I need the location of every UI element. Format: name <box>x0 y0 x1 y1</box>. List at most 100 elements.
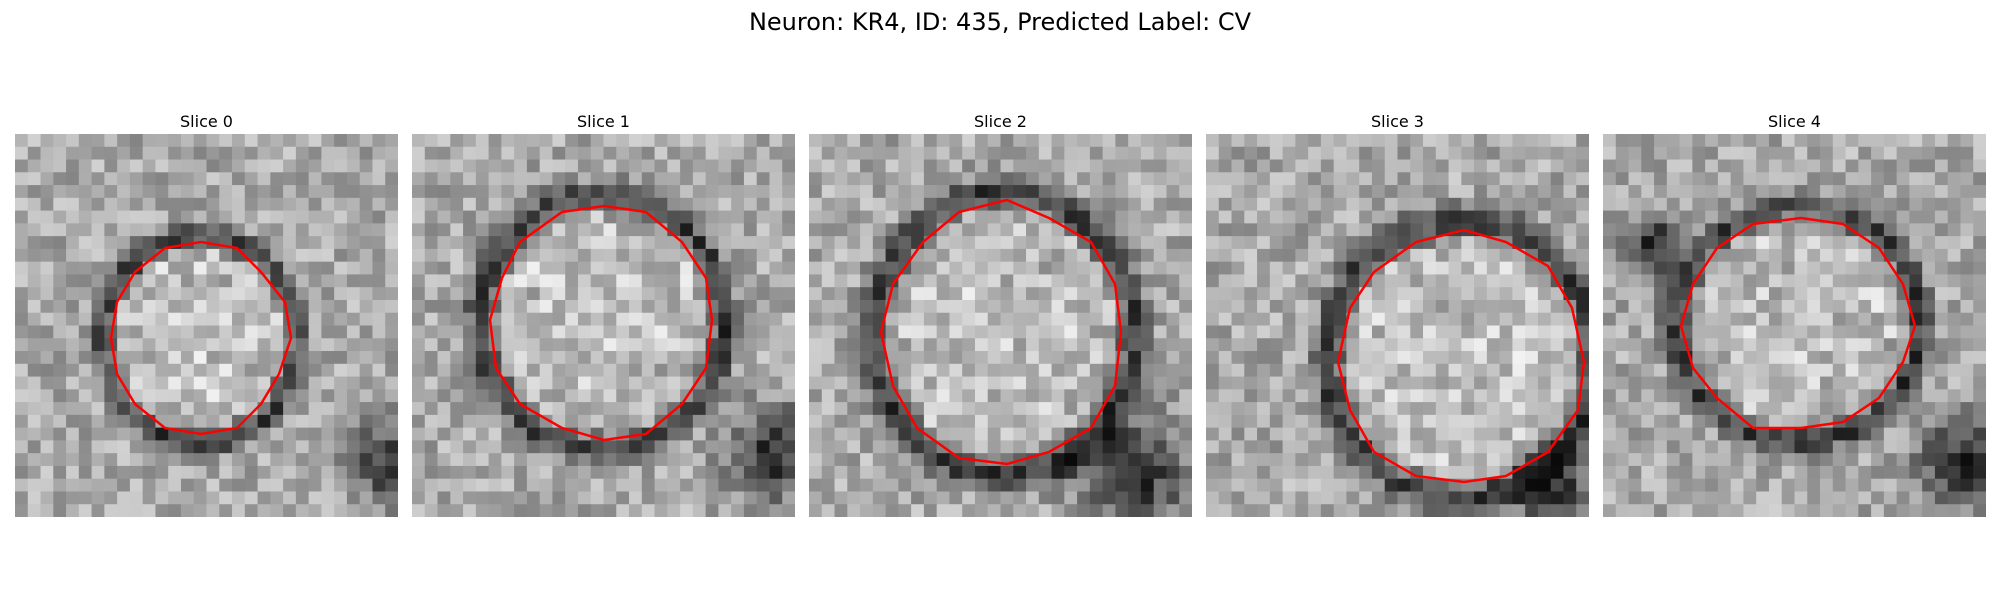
pixel <box>1973 402 1986 416</box>
pixel <box>603 134 617 148</box>
pixel <box>1717 134 1732 148</box>
pixel <box>1206 236 1220 250</box>
pixel <box>1615 325 1630 339</box>
pixel <box>1346 172 1360 186</box>
pixel <box>1705 261 1719 276</box>
pixel <box>1820 299 1834 314</box>
pixel <box>155 236 169 250</box>
pixel <box>283 402 297 416</box>
pixel <box>1563 402 1577 416</box>
pixel <box>1461 197 1475 212</box>
pixel <box>346 402 361 416</box>
pixel <box>782 274 795 288</box>
pixel <box>654 159 668 173</box>
pixel <box>155 363 169 378</box>
pixel <box>731 453 745 467</box>
pixel <box>168 338 182 352</box>
pixel <box>1960 402 1974 416</box>
pixel <box>680 325 694 339</box>
pixel <box>1807 376 1821 390</box>
pixel <box>680 478 694 493</box>
pixel <box>847 338 861 352</box>
pixel <box>1679 453 1693 467</box>
pixel <box>1295 274 1309 288</box>
pixel <box>923 287 938 301</box>
pixel <box>1563 146 1577 161</box>
pixel <box>1922 236 1936 250</box>
pixel <box>1512 491 1526 505</box>
pixel <box>1320 172 1335 186</box>
pixel <box>53 376 67 390</box>
pixel <box>1333 504 1348 517</box>
pixel <box>809 172 823 186</box>
pixel <box>1282 248 1296 263</box>
pixel <box>898 236 912 250</box>
pixel <box>168 363 182 378</box>
pixel <box>15 351 29 365</box>
pixel <box>1115 223 1129 237</box>
pixel <box>346 414 361 429</box>
pixel <box>526 210 541 224</box>
pixel <box>27 223 42 237</box>
pixel <box>283 210 297 224</box>
pixel <box>590 414 605 429</box>
pixel <box>769 363 783 378</box>
pixel <box>1666 223 1681 237</box>
pixel <box>501 312 515 327</box>
pixel <box>821 376 836 390</box>
pixel <box>257 325 271 339</box>
pixel <box>1128 210 1142 224</box>
pixel <box>475 248 490 263</box>
pixel <box>1743 402 1757 416</box>
pixel <box>1371 465 1386 480</box>
pixel <box>1858 223 1872 237</box>
pixel <box>949 478 963 493</box>
pixel <box>834 440 848 454</box>
pixel <box>321 376 335 390</box>
pixel <box>1474 210 1488 224</box>
pixel <box>475 440 490 454</box>
pixel <box>1692 134 1706 148</box>
pixel <box>475 504 490 517</box>
pixel <box>577 504 592 517</box>
pixel <box>475 389 490 403</box>
pixel <box>1563 376 1577 390</box>
pixel <box>526 338 541 352</box>
pixel <box>1537 427 1552 441</box>
pixel <box>1051 376 1065 390</box>
pixel <box>731 351 745 365</box>
pixel <box>40 223 54 237</box>
pixel <box>1359 465 1373 480</box>
pixel <box>1576 134 1589 148</box>
pixel <box>1654 325 1668 339</box>
pixel <box>1231 478 1245 493</box>
pixel <box>308 504 322 517</box>
pixel <box>66 465 80 480</box>
pixel <box>463 325 477 339</box>
pixel <box>1397 376 1411 390</box>
pixel <box>1615 287 1630 301</box>
pixel <box>514 363 528 378</box>
pixel <box>1679 465 1693 480</box>
pixel <box>1679 197 1693 212</box>
pixel <box>78 478 93 493</box>
pixel <box>1140 210 1155 224</box>
pixel <box>629 261 643 276</box>
pixel <box>1140 453 1155 467</box>
pixel <box>1499 261 1513 276</box>
pixel <box>66 185 80 199</box>
pixel <box>1615 197 1630 212</box>
pixel <box>1654 504 1668 517</box>
pixel <box>1692 146 1706 161</box>
pixel <box>295 351 310 365</box>
pixel <box>667 427 681 441</box>
pixel <box>923 478 938 493</box>
pixel <box>1603 491 1617 505</box>
pixel <box>1537 197 1552 212</box>
pixel <box>962 504 976 517</box>
pixel <box>1692 478 1706 493</box>
pixel <box>565 261 579 276</box>
pixel <box>1423 440 1437 454</box>
pixel <box>743 185 758 199</box>
pixel <box>1768 159 1783 173</box>
